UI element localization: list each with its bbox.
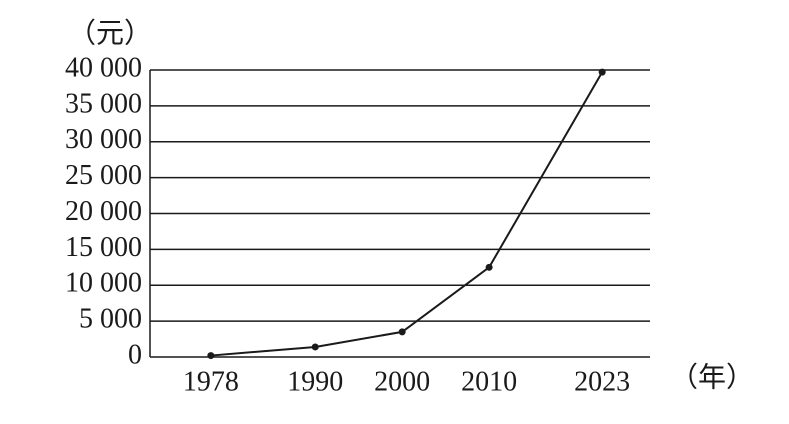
- x-tick-label: 2000: [374, 366, 430, 397]
- x-tick-label: 1978: [183, 366, 239, 397]
- x-axis-label: （年）: [670, 361, 754, 393]
- x-tick-label: 1990: [287, 366, 343, 397]
- point: [207, 352, 215, 360]
- y-tick-label: 0: [128, 339, 142, 370]
- point: [598, 68, 606, 76]
- point: [398, 328, 406, 336]
- point: [485, 263, 493, 271]
- y-tick-label: 25 000: [65, 160, 142, 191]
- x-tick-label: 2010: [461, 366, 517, 397]
- y-axis-label: （元）: [68, 17, 152, 49]
- y-tick-label: 40 000: [65, 52, 142, 83]
- x-tick-label: 2023: [574, 366, 630, 397]
- point: [311, 343, 319, 351]
- y-tick-label: 20 000: [65, 196, 142, 227]
- y-tick-label: 35 000: [65, 88, 142, 119]
- y-tick-label: 15 000: [65, 232, 142, 263]
- y-tick-label: 10 000: [65, 268, 142, 299]
- y-tick-label: 5 000: [79, 304, 142, 335]
- y-tick-label: 30 000: [65, 124, 142, 155]
